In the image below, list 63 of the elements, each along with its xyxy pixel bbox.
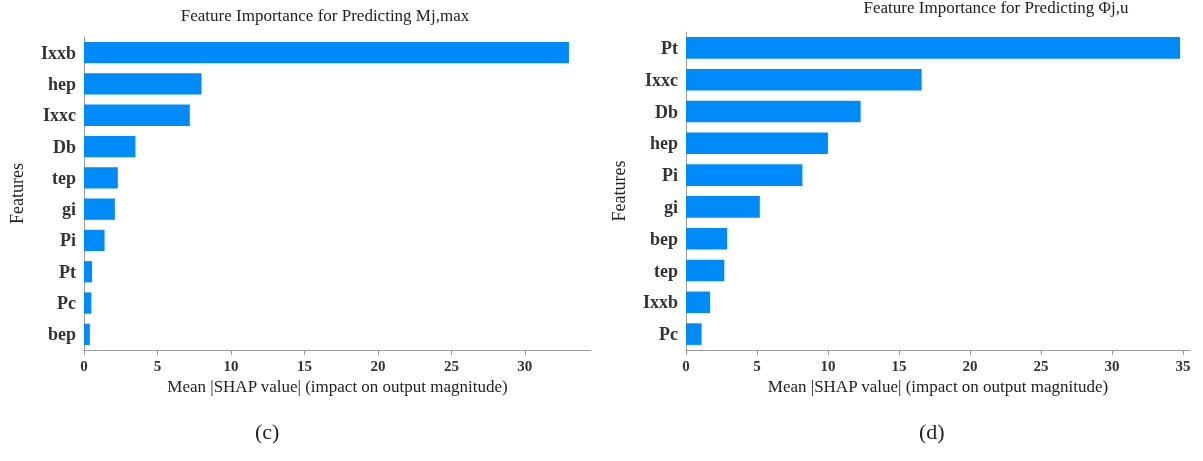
y-tick-label: Pc [57, 293, 77, 314]
x-tick-label: 35 [1175, 357, 1191, 374]
bar [84, 135, 136, 158]
bar [84, 104, 190, 126]
bar [686, 259, 725, 282]
y-tick-label: Db [654, 101, 678, 122]
y-tick-label: tep [52, 167, 76, 188]
y-tick-label: bep [47, 324, 76, 345]
bar [686, 100, 861, 123]
y-tick-label: Pi [60, 230, 76, 251]
y-tick-label: Ixxb [40, 42, 76, 63]
y-tick-label: Pt [661, 37, 678, 58]
y-tick-label: hep [649, 133, 678, 154]
bar [686, 68, 922, 91]
bar [686, 227, 728, 250]
bar [84, 73, 202, 95]
bar [84, 42, 569, 64]
y-tick-label: gi [663, 196, 678, 217]
x-tick-label: 10 [223, 357, 239, 374]
x-tick-label: 0 [682, 357, 690, 374]
x-axis-title: Mean |SHAP value| (impact on output magnitude) [167, 376, 508, 396]
x-tick-label: 15 [891, 357, 907, 374]
bar [686, 132, 828, 155]
bar [686, 37, 1181, 59]
y-tick-label: Pt [59, 261, 76, 282]
x-tick-label: 30 [517, 357, 533, 374]
x-tick-label: 0 [80, 357, 88, 374]
bar [84, 292, 92, 314]
x-tick-label: 20 [962, 357, 978, 374]
bar [84, 198, 115, 220]
x-tick-label: 15 [296, 357, 312, 374]
x-axis-title: Mean |SHAP value| (impact on output magnitude) [767, 376, 1109, 396]
text: (c) [255, 418, 280, 444]
y-axis-title: Features [7, 163, 27, 224]
y-tick-label: gi [61, 199, 76, 220]
x-tick-label: 20 [370, 357, 386, 374]
y-axis-title: Features [609, 160, 629, 222]
x-tick-label: 25 [1033, 357, 1049, 374]
x-tick-label: 5 [753, 357, 761, 374]
y-tick-label: Ixxc [43, 105, 76, 126]
bar [686, 164, 803, 186]
text: (d) [919, 418, 945, 444]
bar [84, 167, 118, 189]
bar [84, 229, 105, 252]
chart-title: Feature Importance for Predicting Mj,max [180, 6, 470, 25]
x-tick-label: 5 [153, 357, 162, 374]
x-tick-label: 30 [1104, 357, 1120, 374]
y-tick-label: Db [52, 136, 76, 157]
y-tick-label: Ixxc [645, 69, 678, 90]
bar [84, 261, 93, 283]
bar [686, 196, 760, 218]
x-tick-label: 25 [443, 357, 459, 374]
y-tick-label: tep [654, 260, 678, 281]
y-tick-label: Ixxb [642, 292, 678, 313]
y-tick-label: Pc [659, 324, 679, 345]
bar [686, 323, 702, 345]
y-tick-label: Pi [662, 165, 678, 186]
chart-title: Feature Importance for Predicting Φj,u [863, 0, 1129, 17]
bar [686, 291, 711, 314]
y-tick-label: bep [649, 228, 678, 249]
bar [84, 323, 90, 345]
y-tick-label: hep [47, 73, 76, 94]
x-tick-label: 10 [820, 357, 836, 374]
